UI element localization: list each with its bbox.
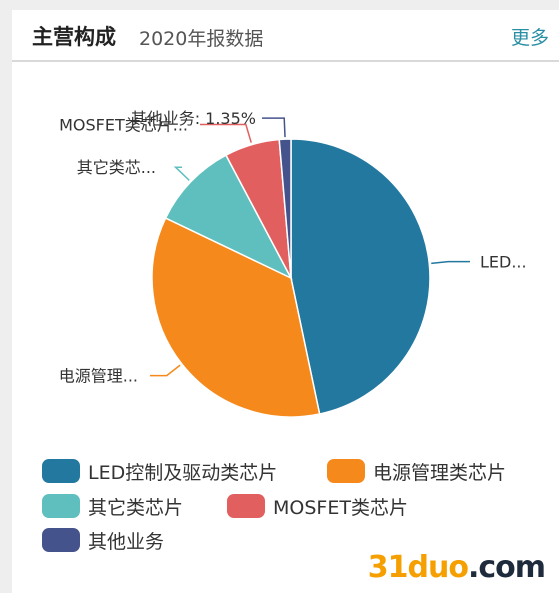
label-line-4 [262, 117, 286, 138]
pie-slice-4[interactable] [278, 138, 292, 279]
slice-label-4: 其他业务: 1.35% [131, 109, 256, 128]
legend-label: LED控制及驱动类芯片 [88, 461, 278, 484]
pie-slice-1[interactable] [151, 217, 321, 418]
legend-swatch [42, 494, 80, 518]
more-link[interactable]: 更多 [510, 27, 549, 49]
legend-swatch [42, 459, 80, 483]
legend-label: 其他业务 [88, 530, 165, 553]
slice-label-3: MOSFET类芯片... [59, 115, 188, 134]
card-title: 主营构成 [32, 25, 116, 49]
legend-label: 其它类芯片 [88, 496, 184, 519]
legend-swatch [42, 528, 80, 552]
card-header: 主营构成 2020年报数据 更多 [12, 10, 559, 62]
legend-label: MOSFET类芯片 [273, 496, 408, 519]
legend-swatch [227, 494, 265, 518]
legend-swatch [327, 459, 365, 483]
pie-slice-0[interactable] [290, 138, 431, 415]
card-subtitle: 2020年报数据 [139, 28, 264, 50]
slice-label-0: LED... [480, 253, 527, 272]
legend-item-1[interactable]: 电源管理类芯片 [327, 458, 506, 484]
label-line-0 [431, 260, 470, 265]
watermark-logo: 31duo.com [367, 550, 546, 585]
slice-label-1: 电源管理... [59, 367, 138, 386]
label-line-2 [173, 166, 190, 181]
legend-item-3[interactable]: MOSFET类芯片 [227, 493, 408, 519]
label-line-1 [150, 364, 181, 377]
pie-slice-2[interactable] [164, 154, 293, 280]
legend-item-0[interactable]: LED控制及驱动类芯片 [42, 458, 277, 484]
legend-item-2[interactable]: 其它类芯片 [42, 493, 183, 519]
legend-label: 电源管理类芯片 [373, 461, 507, 484]
legend-item-4[interactable]: 其他业务 [42, 527, 164, 553]
label-line-3 [200, 123, 252, 143]
slice-label-2: 其它类芯... [77, 158, 156, 177]
